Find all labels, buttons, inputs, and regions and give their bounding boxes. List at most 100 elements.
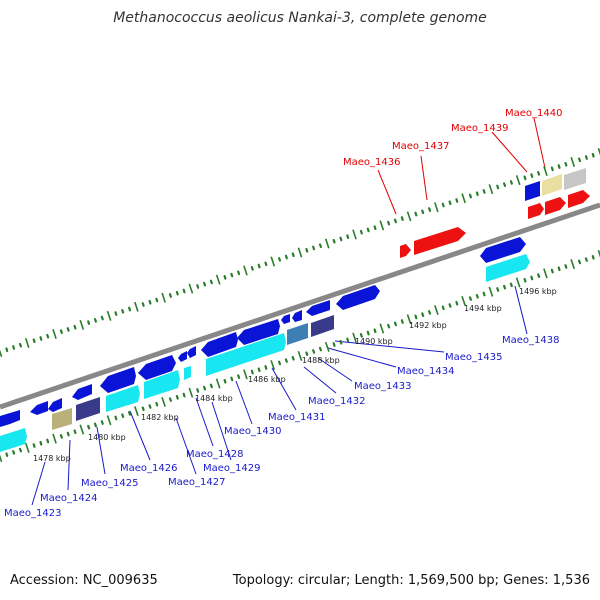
- scale-dot: [18, 447, 22, 453]
- scale-dot: [250, 266, 254, 271]
- scale-dot: [564, 162, 568, 167]
- scale-dot: [278, 257, 282, 262]
- scale-dot: [32, 443, 36, 448]
- scale-dot: [87, 320, 91, 325]
- scale-dot: [121, 309, 125, 314]
- scale-dot: [509, 282, 513, 288]
- gene-label-maeo-1433[interactable]: Maeo_1433: [354, 381, 411, 392]
- gene-label-maeo-1426[interactable]: Maeo_1426: [120, 463, 177, 474]
- scale-tick-mark: [270, 360, 276, 371]
- gene-label-maeo-1438[interactable]: Maeo_1438: [502, 335, 559, 346]
- scale-dot: [223, 378, 227, 384]
- scale-dot: [175, 290, 179, 296]
- scale-dot: [46, 438, 50, 444]
- gene-label-maeo-1431[interactable]: Maeo_1431: [268, 412, 325, 423]
- scale-dot: [230, 272, 234, 278]
- connector-maeo-1426: [129, 410, 151, 461]
- gene-label-maeo-1435[interactable]: Maeo_1435: [445, 352, 502, 363]
- gene-arrow-blue: [306, 300, 330, 316]
- scale-dot: [12, 345, 16, 350]
- gene-label-maeo-1430[interactable]: Maeo_1430: [224, 426, 281, 437]
- connector-maeo-1425: [96, 426, 106, 475]
- gene-label-maeo-1440[interactable]: Maeo_1440: [505, 108, 562, 119]
- gene-label-maeo-1432[interactable]: Maeo_1432: [308, 396, 365, 407]
- scale-tick-mark: [352, 332, 357, 343]
- gene-arrow-red: [545, 197, 566, 215]
- tick-label: 1496 kbp: [519, 287, 557, 296]
- gene-label-maeo-1429[interactable]: Maeo_1429: [203, 463, 260, 474]
- scale-dot: [196, 388, 200, 393]
- gene-label-maeo-1428[interactable]: Maeo_1428: [186, 449, 243, 460]
- scale-dot: [312, 245, 316, 251]
- tick-labels: 1478 kbp 1480 kbp 1482 kbp 1484 kbp 1486…: [33, 287, 557, 463]
- scale-dot: [318, 243, 322, 248]
- connector-maeo-1424: [67, 439, 71, 491]
- scale-dot: [530, 275, 534, 281]
- scale-dot: [577, 157, 582, 163]
- scale-dot: [230, 376, 234, 382]
- connector-maeo-1435: [334, 340, 445, 353]
- scale-tick-mark: [434, 305, 439, 316]
- gene-label-maeo-1434[interactable]: Maeo_1434: [397, 366, 454, 377]
- connector-maeo-1436: [377, 169, 397, 215]
- gene-arrow-blue: [281, 314, 290, 324]
- scale-dot: [400, 319, 404, 324]
- scale-tick-mark: [79, 424, 85, 435]
- scale-tick-mark: [543, 166, 548, 177]
- tick-label: 1494 kbp: [464, 304, 502, 313]
- tick-label: 1482 kbp: [141, 413, 179, 422]
- gene-arrow-blue: [100, 367, 136, 393]
- scale-tick-mark: [106, 415, 112, 426]
- connector-maeo-1439: [491, 131, 528, 173]
- scale-dot: [128, 306, 132, 312]
- gene-label-maeo-1439[interactable]: Maeo_1439: [451, 123, 508, 134]
- scale-dot: [114, 311, 118, 316]
- scale-dot: [32, 338, 36, 343]
- gene-block-navy: [311, 315, 334, 337]
- scale-tick-mark: [24, 442, 30, 453]
- scale-dot: [509, 180, 513, 185]
- scale-tick-mark: [188, 283, 194, 294]
- gene-label-maeo-1436[interactable]: Maeo_1436: [343, 157, 400, 168]
- gene-label-maeo-1424[interactable]: Maeo_1424: [40, 493, 97, 504]
- scale-tick-mark: [597, 148, 600, 156]
- scale-tick-mark: [379, 220, 385, 231]
- scale-dot: [448, 200, 452, 206]
- scale-tick-mark: [352, 229, 357, 240]
- gene-label-maeo-1423[interactable]: Maeo_1423: [4, 508, 61, 519]
- gene-arrow-red: [568, 190, 590, 208]
- scale-dot: [482, 189, 486, 194]
- gene-arrow-blue: [480, 237, 526, 263]
- scale-dot: [428, 310, 432, 315]
- scale-dot: [5, 452, 9, 457]
- scale-dot: [203, 385, 207, 391]
- scale-dot: [557, 266, 561, 272]
- scale-tick-mark: [106, 310, 112, 321]
- gene-label-maeo-1427[interactable]: Maeo_1427: [168, 477, 225, 488]
- scale-dot: [387, 323, 391, 329]
- scale-dot: [537, 273, 541, 278]
- genome-title: Methanococcus aeolicus Nankai-3, complet…: [113, 10, 487, 26]
- gene-label-maeo-1425[interactable]: Maeo_1425: [81, 478, 138, 489]
- scale-dot: [59, 329, 63, 334]
- scale-dot: [421, 312, 425, 317]
- gene-arrow-red: [400, 244, 411, 258]
- scale-tick-mark: [52, 433, 57, 444]
- scale-tick-mark: [515, 175, 521, 186]
- scale-dot: [182, 288, 186, 294]
- gene-label-maeo-1437[interactable]: Maeo_1437: [392, 141, 449, 152]
- scale-dot: [414, 314, 418, 320]
- scale-dot: [584, 257, 588, 262]
- scale-dot: [5, 347, 9, 353]
- scale-dot: [209, 279, 213, 285]
- scale-tick-mark: [324, 341, 330, 352]
- scale-dot: [250, 369, 254, 375]
- scale-dot: [523, 175, 527, 181]
- scale-dot: [284, 254, 288, 260]
- scale-tick-mark: [24, 337, 30, 348]
- scale-dot: [475, 294, 479, 299]
- gene-block-cyan: [184, 366, 191, 380]
- scale-dot: [73, 429, 77, 435]
- scale-dot: [305, 247, 309, 253]
